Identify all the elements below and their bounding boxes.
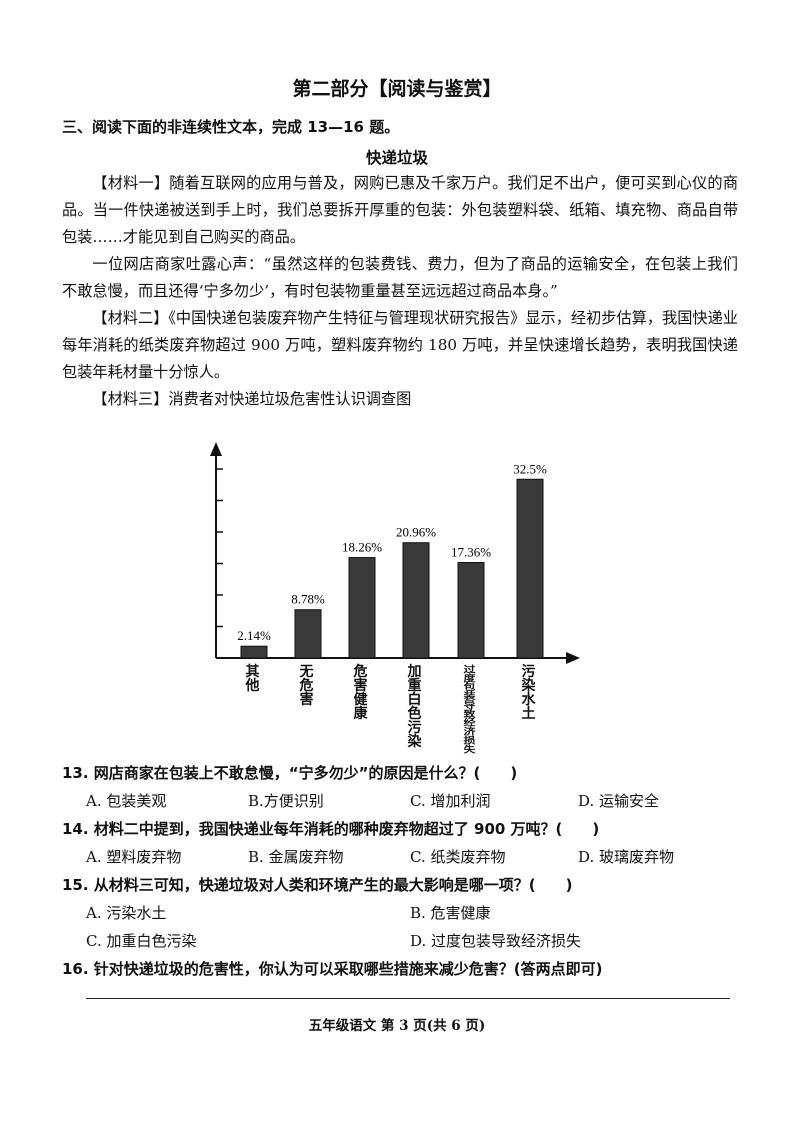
q15-option-b: B. 危害健康: [410, 904, 491, 922]
category-label-white-pollution: 加重白色污染: [407, 664, 422, 750]
category-label-no-harm: 无危害: [299, 664, 314, 708]
article-title: 快递垃圾: [365, 149, 428, 167]
section-heading: 三、阅读下面的非连续性文本，完成 13—16 题。: [62, 118, 400, 136]
question-15: 15. 从材料三可知，快递垃圾对人类和环境产生的最大影响是哪一项？( ): [62, 876, 573, 894]
material-two-paragraph: 【材料二】《中国快递包装废弃物产生特征与管理现状研究报告》显示，经初步估算，我国…: [62, 309, 738, 381]
q15-option-a: A. 污染水土: [86, 904, 167, 922]
bar-value-label: 2.14%: [237, 628, 271, 643]
category-label-health-harm: 危害健康: [353, 664, 368, 722]
category-label-economic-loss: 过度包装导致经济损失: [463, 664, 476, 755]
bar-value-label: 18.26%: [342, 540, 382, 555]
footer-divider: [86, 998, 730, 999]
bar: [516, 478, 544, 659]
page-footer: 五年级语文 第 3 页(共 6 页): [308, 1018, 486, 1034]
article-body: 【材料一】随着互联网的应用与普及，网购已惠及千家万户。我们足不出户，便可买到心仪…: [62, 170, 738, 413]
question-14: 14. 材料二中提到，我国快递业每年消耗的哪种废弃物超过了 900 万吨？( ): [62, 820, 600, 838]
q15-option-d: D. 过度包装导致经济损失: [410, 932, 582, 950]
material-one-paragraph: 【材料一】随着互联网的应用与普及，网购已惠及千家万户。我们足不出户，便可买到心仪…: [62, 174, 738, 246]
question-13: 13. 网店商家在包装上不敢怠慢，“宁多勿少”的原因是什么？( ): [62, 764, 518, 782]
q14-option-c: C. 纸类废弃物: [410, 848, 506, 866]
bar: [348, 557, 376, 659]
material-three-caption: 【材料三】消费者对快递垃圾危害性认识调查图: [92, 390, 412, 408]
bar-value-label: 17.36%: [451, 545, 491, 560]
q15-option-c: C. 加重白色污染: [86, 932, 197, 950]
y-axis-arrow: [210, 442, 222, 456]
bar: [294, 609, 322, 659]
q14-option-b: B. 金属废弃物: [248, 848, 344, 866]
question-16: 16. 针对快递垃圾的危害性，你认为可以采取哪些措施来减少危害？(答两点即可): [62, 960, 603, 978]
merchant-quote-paragraph: 一位网店商家吐露心声：“虽然这样的包装费钱、费力，但为了商品的运输安全，在包装上…: [62, 255, 738, 300]
bar-value-label: 8.78%: [291, 592, 325, 607]
bar-value-label: 32.5%: [513, 461, 547, 476]
bar: [457, 562, 485, 659]
q13-option-b: B.方便识别: [248, 792, 324, 810]
q14-option-d: D. 玻璃废弃物: [578, 848, 675, 866]
category-label-soil-water-pollution: 污染水土: [521, 664, 536, 722]
q13-option-d: D. 运输安全: [578, 792, 660, 810]
q14-option-a: A. 塑料废弃物: [86, 848, 182, 866]
page-title: 第二部分【阅读与鉴赏】: [292, 78, 502, 100]
bar: [402, 542, 430, 659]
survey-bar-chart: 2.14% 8.78% 18.26% 20.96% 17.36% 32.5%: [210, 442, 580, 664]
bar-value-label: 20.96%: [396, 525, 436, 540]
category-label-other: 其他: [245, 664, 260, 694]
x-axis-arrow: [566, 652, 580, 664]
q13-option-a: A. 包装美观: [86, 792, 167, 810]
q13-option-c: C. 增加利润: [410, 792, 491, 810]
bar: [240, 645, 268, 659]
